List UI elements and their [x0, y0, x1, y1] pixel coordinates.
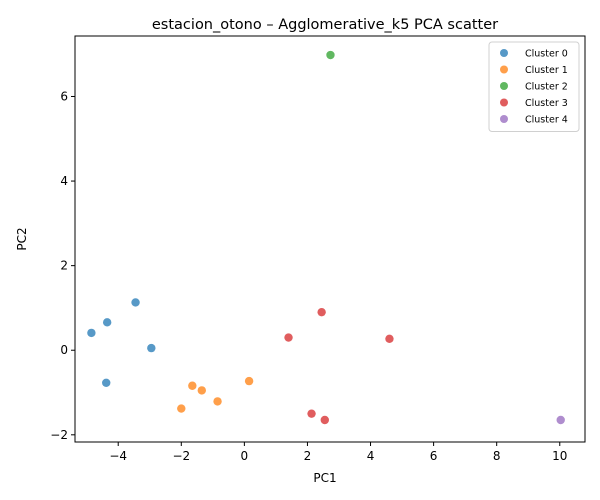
data-point-cluster-0 [147, 343, 156, 353]
legend-marker [500, 65, 508, 74]
data-point-cluster-4 [556, 415, 565, 425]
data-points [87, 50, 565, 425]
y-tick-label: −2 [50, 428, 68, 442]
legend-label: Cluster 2 [525, 82, 568, 93]
legend-marker [500, 98, 508, 107]
legend-label: Cluster 1 [525, 65, 568, 76]
legend-marker [500, 115, 508, 123]
x-tick-label: 4 [367, 449, 375, 463]
y-tick-label: 0 [60, 343, 68, 357]
chart-title: estacion_otono – Agglomerative_k5 PCA sc… [152, 17, 498, 33]
data-point-cluster-3 [385, 334, 394, 344]
x-tick-label: 8 [493, 449, 501, 463]
data-point-cluster-0 [102, 378, 111, 387]
data-point-cluster-0 [131, 298, 140, 307]
x-tick-label: 2 [304, 449, 312, 463]
x-tick-label: 10 [552, 449, 567, 463]
data-point-cluster-0 [87, 328, 96, 338]
y-tick-label: 6 [60, 89, 68, 103]
x-axis: −4 −2 0 2 4 6 8 10 [109, 442, 567, 463]
x-tick-label: −2 [172, 449, 190, 463]
x-tick-label: 0 [241, 449, 249, 463]
x-axis-label: PC1 [313, 471, 336, 485]
x-tick-label: 6 [430, 449, 438, 463]
data-point-cluster-0 [102, 318, 112, 327]
data-point-cluster-3 [284, 333, 293, 342]
data-point-cluster-3 [320, 415, 329, 425]
legend-label: Cluster 0 [525, 49, 568, 60]
legend-label: Cluster 4 [525, 115, 568, 126]
data-point-cluster-1 [244, 376, 254, 386]
legend-marker [500, 49, 508, 57]
legend-label: Cluster 3 [525, 98, 568, 109]
plot-area [74, 35, 586, 443]
y-axis: −2 0 2 4 6 [50, 89, 75, 442]
y-tick-label: 4 [60, 174, 68, 188]
legend-box [488, 41, 580, 132]
y-axis-label: PC2 [15, 227, 29, 250]
x-tick-label: −4 [109, 449, 127, 463]
data-point-cluster-2 [326, 50, 335, 60]
data-point-cluster-3 [317, 307, 326, 317]
legend: Cluster 0 Cluster 1 Cluster 2 Cluster 3 Clus… [488, 41, 580, 132]
y-tick-label: 2 [60, 259, 68, 273]
data-point-cluster-1 [188, 381, 197, 390]
legend-marker [500, 82, 508, 90]
data-point-cluster-1 [177, 404, 186, 413]
data-point-cluster-1 [213, 397, 222, 406]
data-point-cluster-1 [197, 386, 206, 395]
data-point-cluster-3 [307, 409, 316, 418]
